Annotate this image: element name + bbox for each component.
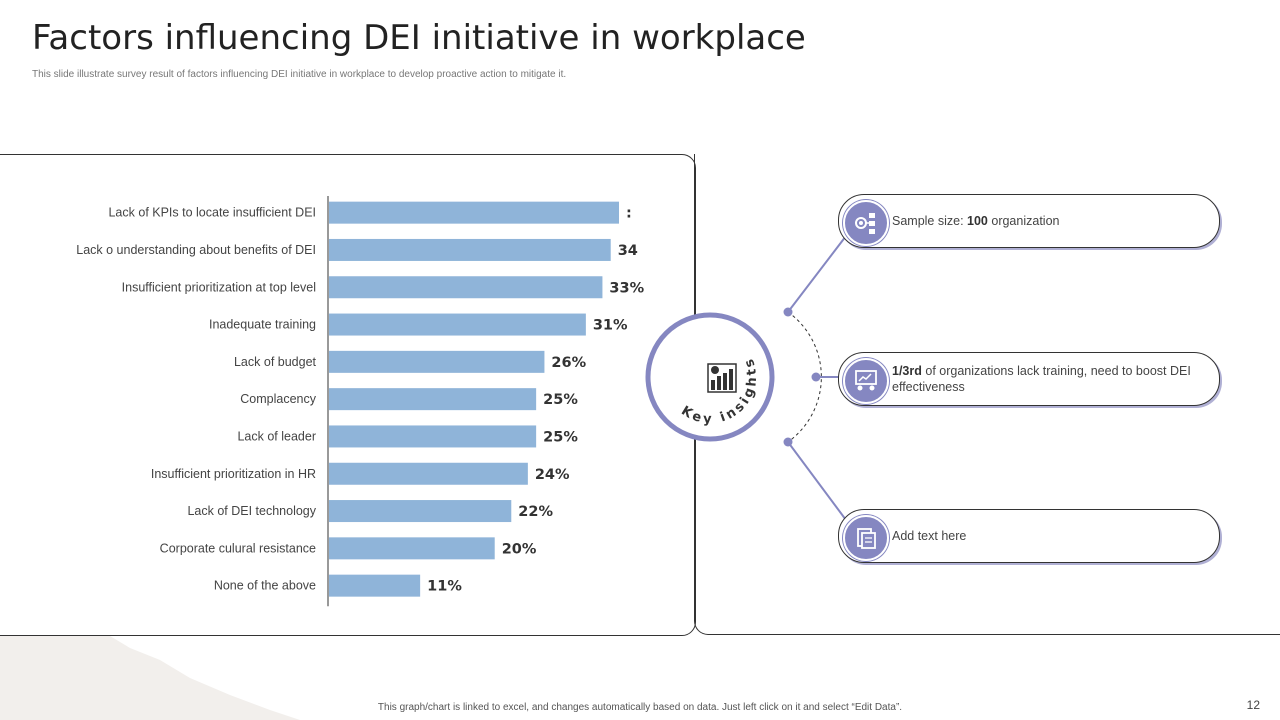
category-label: Insufficient prioritization at top level: [122, 280, 316, 294]
key-insights-badge: Key insights: [645, 312, 775, 442]
bar[interactable]: [329, 425, 537, 448]
insight-text-3[interactable]: Add text here: [892, 529, 967, 543]
category-label: Lack of leader: [237, 429, 316, 443]
bar[interactable]: [329, 574, 421, 597]
documents-icon: [843, 515, 889, 561]
bar[interactable]: [329, 313, 586, 336]
bar[interactable]: [329, 388, 537, 411]
data-label: :: [626, 206, 632, 222]
connector-dot: [783, 307, 793, 317]
bar[interactable]: [329, 500, 512, 523]
insight-card-add-text[interactable]: Add text here: [838, 509, 1220, 563]
data-label: 20%: [502, 541, 537, 557]
page-subtitle: This slide illustrate survey result of f…: [32, 69, 567, 80]
bar[interactable]: [329, 537, 495, 560]
category-label: Inadequate training: [209, 318, 316, 332]
insight-text-1: Sample size: 100 organization: [892, 214, 1060, 228]
bar[interactable]: [329, 201, 619, 224]
category-label: Complacency: [240, 392, 316, 406]
org-chart-icon: [843, 200, 889, 246]
category-label: Lack of budget: [234, 355, 317, 369]
page-number: 12: [1246, 698, 1260, 712]
category-label: Lack o understanding about benefits of D…: [76, 243, 316, 257]
connector-dot: [783, 437, 793, 447]
data-label: 25%: [543, 429, 578, 445]
category-label: Lack of DEI technology: [187, 504, 316, 518]
insight-card-sample-size: Sample size: 100 organization: [838, 194, 1220, 248]
data-label: 11%: [427, 579, 462, 595]
category-label: Insufficient prioritization in HR: [151, 467, 316, 481]
footer-note: This graph/chart is linked to excel, and…: [377, 702, 903, 713]
data-label: 33%: [609, 280, 644, 296]
growth-chart-icon: [707, 363, 737, 393]
insight-text-2: 1/3rd of organizations lack training, ne…: [892, 364, 1191, 394]
bar[interactable]: [329, 276, 603, 299]
bar[interactable]: [329, 350, 545, 373]
page-title: Factors influencing DEI initiative in wo…: [32, 18, 806, 58]
insight-card-training: 1/3rd of organizations lack training, ne…: [838, 352, 1220, 406]
data-label: 25%: [543, 392, 578, 408]
category-label: Lack of KPIs to locate insufficient DEI: [108, 206, 316, 220]
bar-chart[interactable]: Lack of KPIs to locate insufficient DEI:…: [0, 190, 700, 610]
decorative-mountain: [0, 565, 300, 720]
category-label: None of the above: [214, 579, 316, 593]
data-label: 26%: [551, 355, 586, 371]
connector-dot: [811, 372, 821, 382]
bar[interactable]: [329, 238, 611, 261]
data-label: 24%: [535, 467, 570, 483]
data-label: 31%: [593, 318, 628, 334]
bar[interactable]: [329, 462, 528, 485]
training-presentation-icon: [843, 358, 889, 404]
data-label: 34: [618, 243, 638, 259]
category-label: Corporate culural resistance: [160, 541, 316, 555]
data-label: 22%: [518, 504, 553, 520]
